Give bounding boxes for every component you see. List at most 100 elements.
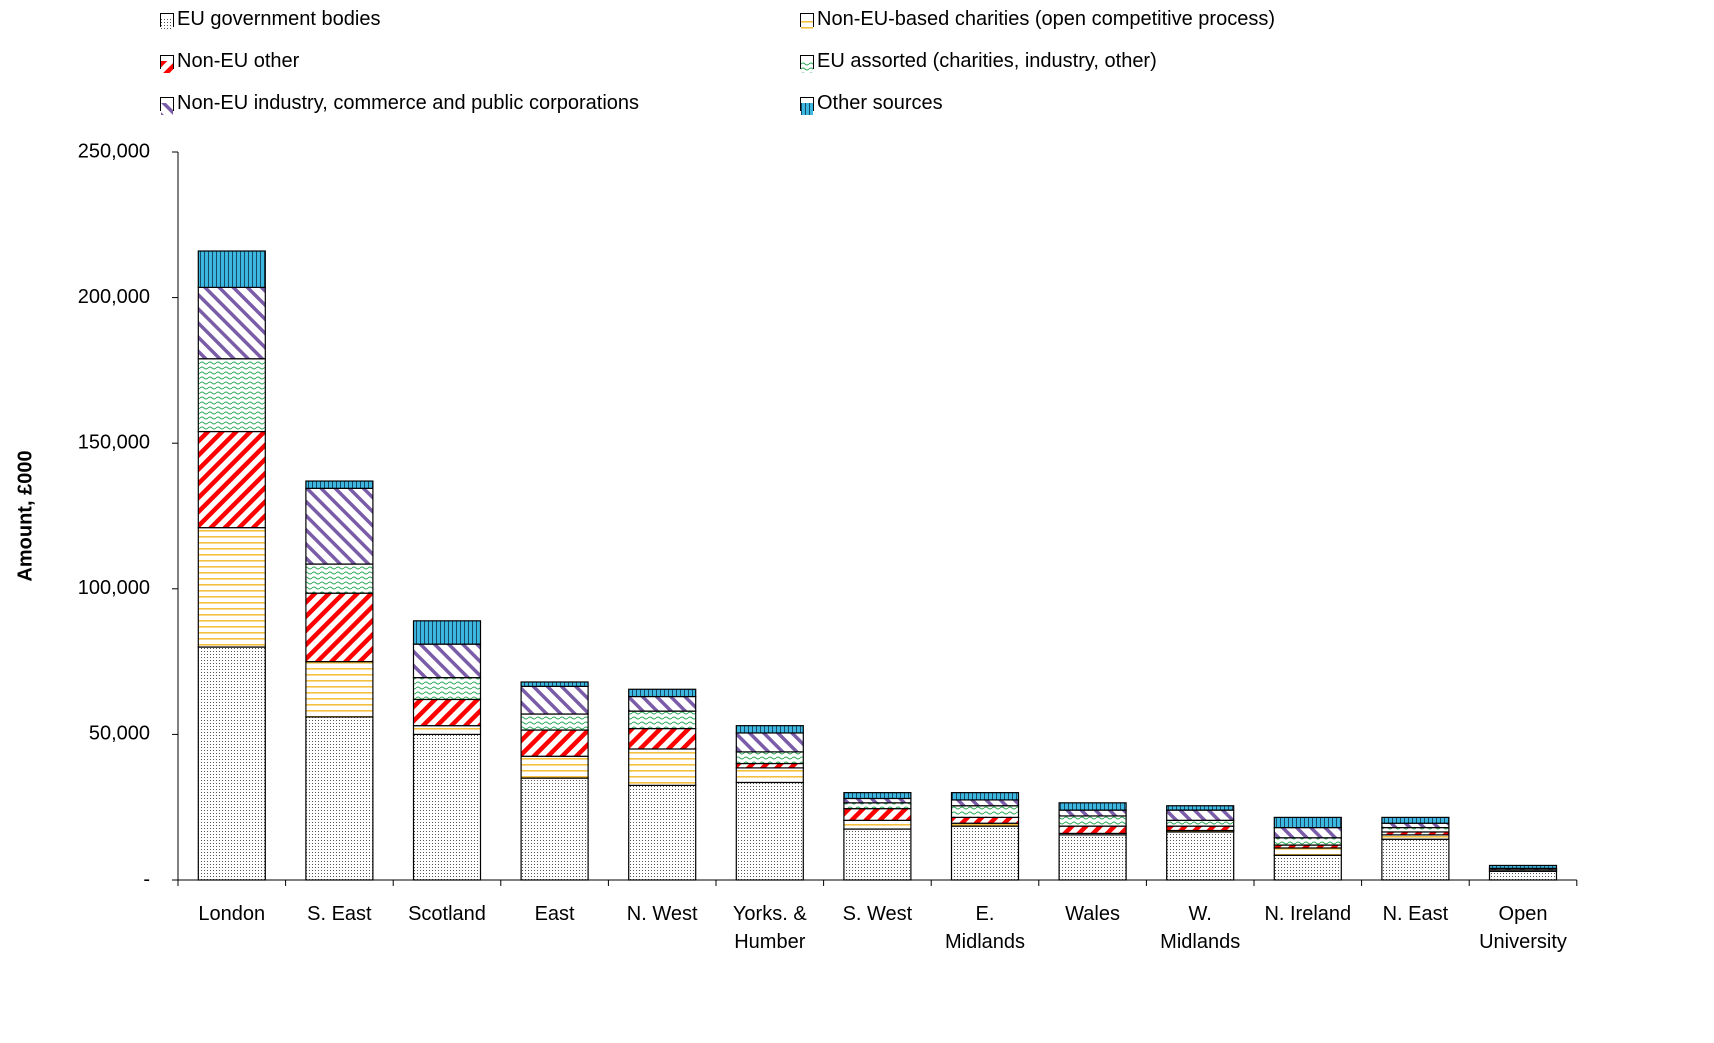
bar-segment	[412, 643, 482, 679]
bar-segment	[305, 716, 374, 881]
x-tick-label: S. East	[307, 903, 372, 925]
bar-segment	[1488, 870, 1558, 881]
bar-segment	[735, 732, 804, 753]
legend-item: Non-EU-based charities (open competitive…	[800, 8, 1275, 31]
bar-segment	[1381, 834, 1450, 840]
bar-segment	[1058, 834, 1127, 881]
bar-segment	[1058, 809, 1127, 817]
bar-segment	[735, 725, 804, 734]
legend-item: EU government bodies	[160, 8, 380, 31]
bar-segment	[950, 792, 1020, 801]
bar-segment	[1166, 809, 1235, 821]
legend-item: EU assorted (charities, industry, other)	[800, 50, 1157, 73]
bar-segment	[197, 527, 266, 648]
bar-segment	[735, 751, 804, 765]
bar-segment	[520, 681, 589, 687]
legend-label: EU assorted (charities, industry, other)	[817, 50, 1157, 72]
x-tick-label: N. East	[1382, 903, 1449, 925]
y-tick-label: -	[143, 868, 150, 890]
x-tick-label: N. West	[626, 903, 698, 925]
bar-segment	[1273, 837, 1342, 846]
bar-segment	[735, 767, 804, 784]
bar-segment	[520, 777, 589, 881]
bar-segment	[950, 805, 1020, 818]
bar-segment	[843, 797, 912, 804]
bar-segment	[628, 688, 697, 698]
x-tick-label: London	[198, 903, 266, 925]
bar-segment	[305, 480, 374, 489]
bar-segment	[950, 816, 1020, 824]
bar-segment	[1166, 831, 1235, 881]
x-tick-label: S. West	[842, 903, 913, 925]
bar-segment	[1381, 816, 1450, 824]
legend-swatch-fill	[161, 18, 173, 31]
bar-segment	[412, 698, 482, 727]
bar-segment	[735, 762, 804, 769]
bar-segment	[843, 802, 912, 810]
bar-segment	[412, 733, 482, 881]
bar-segment	[1058, 825, 1127, 835]
bar-segment	[1381, 826, 1450, 833]
bar-segment	[197, 286, 266, 360]
bar-segment	[843, 792, 912, 800]
bar-segment	[305, 660, 374, 718]
bar-segment	[1381, 822, 1450, 829]
x-tick-label: Wales	[1065, 903, 1120, 925]
legend-swatch	[800, 54, 814, 73]
x-tick-label: Yorks. & Humber	[732, 903, 807, 953]
bar-segment	[305, 563, 374, 594]
legend-swatch-fill	[161, 60, 173, 73]
bar-segment	[950, 825, 1020, 881]
bar-segment	[1273, 826, 1342, 839]
legend-swatch-fill	[801, 102, 813, 115]
legend-item: Other sources	[800, 92, 943, 115]
y-tick-label: 50,000	[89, 723, 150, 745]
y-tick-label: 150,000	[78, 431, 150, 453]
bar-segment	[520, 713, 589, 731]
bar-segment	[843, 828, 912, 881]
legend-item: Non-EU other	[160, 50, 299, 73]
bar-segment	[843, 808, 912, 821]
bar-segment	[1273, 854, 1342, 881]
bar-segment	[412, 725, 482, 736]
bar-segment	[735, 781, 804, 881]
bar-segment	[950, 799, 1020, 807]
bar-segment	[520, 729, 589, 757]
legend-swatch-fill	[801, 60, 813, 73]
bar-segment	[1166, 819, 1235, 827]
legend-swatch	[800, 96, 814, 115]
bar-segment	[197, 430, 266, 529]
legend-swatch-fill	[801, 18, 813, 31]
bar-segment	[628, 695, 697, 712]
bar-segment	[1058, 815, 1127, 827]
legend-label: Non-EU industry, commerce and public cor…	[177, 92, 640, 114]
legend-label: EU government bodies	[177, 8, 381, 30]
y-axis-title: Amount, £000	[14, 450, 36, 581]
bar-segment	[1058, 802, 1127, 811]
x-tick-label: N. Ireland	[1264, 903, 1352, 925]
bar-segment	[197, 646, 266, 881]
bar-segment	[520, 685, 589, 715]
legend-swatch	[800, 12, 814, 31]
bar-segment	[628, 710, 697, 730]
bar-segment	[412, 620, 482, 645]
y-tick-label: 100,000	[78, 577, 150, 599]
bar-segment	[1166, 805, 1235, 811]
bar-segment	[197, 250, 266, 289]
x-tick-label: Scotland	[408, 903, 486, 925]
bar-segment	[1273, 847, 1342, 856]
bar-segment	[1166, 825, 1235, 832]
bar-segment	[1273, 816, 1342, 829]
bar-segment	[1381, 838, 1450, 881]
bar-segment	[412, 677, 482, 701]
bar-segment	[628, 748, 697, 786]
x-tick-label: E. Midlands	[944, 903, 1026, 953]
legend-label: Other sources	[817, 92, 943, 114]
bar-segment	[628, 784, 697, 881]
legend-label: Non-EU other	[177, 50, 300, 72]
legend-swatch	[160, 54, 174, 73]
bar-segment	[305, 592, 374, 663]
legend-label: Non-EU-based charities (open competitive…	[817, 8, 1275, 30]
